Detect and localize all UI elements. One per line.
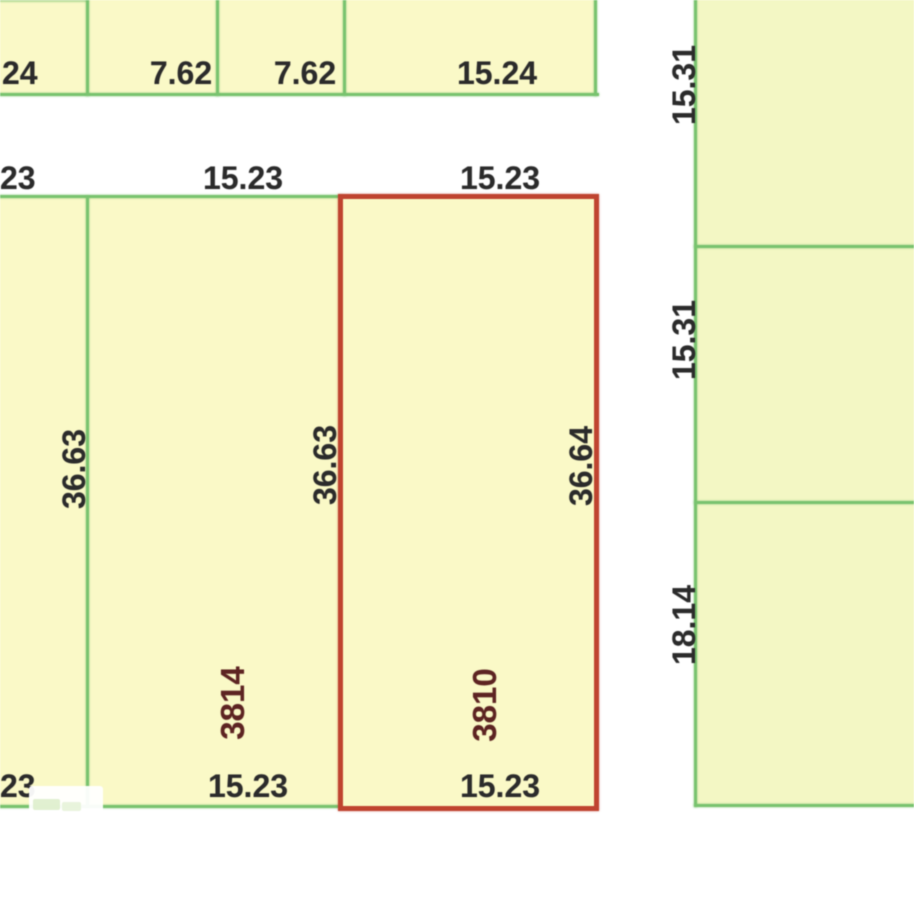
- parcel-top-a[interactable]: [0, 0, 88, 95]
- dim-label-right-2: 15.31: [666, 299, 702, 381]
- parcel-number-3814: 3814: [214, 666, 251, 740]
- parcel-top-c[interactable]: [218, 0, 345, 95]
- dim-label-side-3810: 36.64: [563, 425, 599, 507]
- dim-label-right-3: 18.14: [666, 584, 702, 666]
- parcel-number-3810: 3810: [466, 668, 503, 742]
- right-parcel-1[interactable]: [696, 0, 914, 246]
- dim-label-mid-top-left: 23: [0, 160, 36, 196]
- boundary-middle-divider: [86, 196, 89, 808]
- boundary-middle-bottom: [0, 805, 343, 808]
- boundary-right-column-left: [694, 0, 697, 807]
- boundary-top-row-bottom: [0, 93, 599, 96]
- boundary-right-divider-1: [694, 245, 914, 248]
- boundary-top-divider-1: [86, 0, 89, 96]
- parcel-top-d[interactable]: [345, 0, 597, 95]
- boundary-right-divider-2: [694, 501, 914, 504]
- dim-label-top-a: 24: [2, 55, 38, 91]
- watermark-patch: [62, 802, 81, 811]
- right-parcel-2[interactable]: [696, 246, 914, 502]
- parcel-left-cut[interactable]: [0, 197, 86, 808]
- boundary-top-row-right: [594, 0, 597, 96]
- boundary-top-divider-2: [216, 0, 219, 96]
- watermark-patch: [33, 799, 60, 810]
- boundary-top-edge-faint: [0, 0, 88, 2]
- watermark-blob: [29, 786, 103, 813]
- dim-label-mid-top-3814: 15.23: [202, 160, 284, 196]
- dim-label-right-1: 15.31: [666, 44, 702, 126]
- dim-label-top-c: 7.62: [273, 55, 337, 91]
- boundary-middle-top: [0, 195, 343, 198]
- dim-label-top-d: 15.24: [456, 55, 538, 91]
- parcel-3810-highlighted[interactable]: [338, 194, 599, 811]
- dim-label-top-b: 7.62: [149, 55, 213, 91]
- dim-label-mid-bottom-3810: 15.23: [459, 768, 541, 804]
- boundary-top-divider-3: [343, 0, 346, 96]
- dim-label-side-3814: 36.63: [307, 424, 343, 506]
- boundary-right-bottom: [694, 804, 914, 807]
- dim-label-mid-bottom-3814: 15.23: [207, 768, 289, 804]
- right-parcel-3[interactable]: [696, 502, 914, 806]
- parcel-top-b[interactable]: [88, 0, 218, 95]
- parcel-3814[interactable]: [86, 197, 341, 808]
- dim-label-side-left: 36.63: [56, 428, 92, 510]
- dim-label-mid-top-3810: 15.23: [459, 160, 541, 196]
